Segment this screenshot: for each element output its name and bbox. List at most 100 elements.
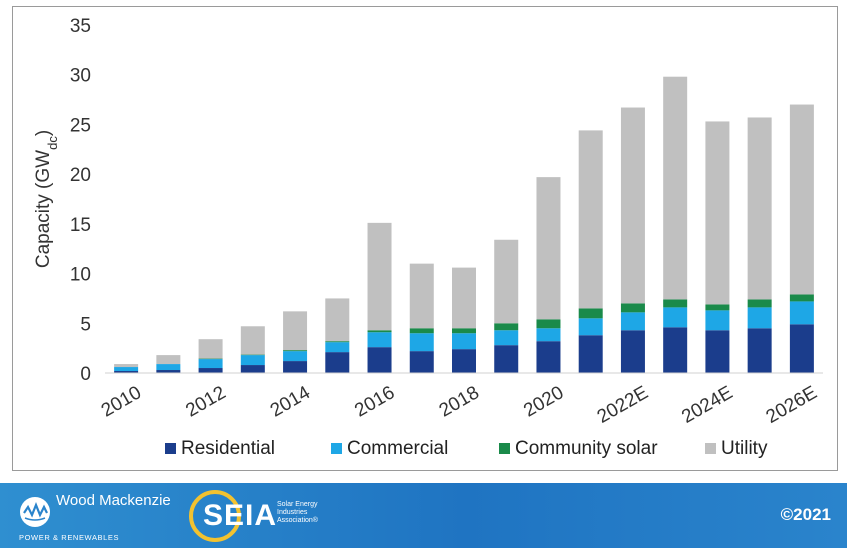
bar-residential [240,365,265,373]
copyright-text: ©2021 [780,505,831,524]
bar-residential [325,352,350,373]
bar-utility [536,177,561,320]
bar-residential [620,330,645,373]
x-tick-label: 2024E [678,382,736,428]
bar-commercial [578,318,603,336]
y-tick-label: 0 [80,364,91,385]
bar-residential [536,341,561,373]
bar-commercial [747,307,772,329]
x-tick-label: 2016 [351,382,398,421]
bar-residential [494,345,519,373]
bar-community-solar [283,350,308,352]
x-tick-label: 2026E [763,382,821,428]
bar-residential [789,324,814,373]
bar-residential [747,328,772,373]
bar-utility [114,364,139,368]
bar-community-solar [325,341,350,343]
bar-community-solar [747,299,772,308]
bar-community-solar [705,304,730,311]
seia-subtitle: Solar Energy Industries Association® [277,501,318,524]
x-tick-label: 2018 [436,382,483,421]
bar-commercial [325,342,350,353]
bar-utility [325,298,350,342]
bar-residential [198,368,223,373]
bar-commercial [367,332,392,348]
bar-utility [705,121,730,305]
legend-label: Commercial [347,438,448,459]
x-tick-label: 2010 [98,382,145,421]
bar-commercial [705,310,730,331]
bar-commercial [114,367,139,372]
seia-sun-icon [189,490,241,542]
bar-residential [367,347,392,373]
bar-community-solar [663,299,688,308]
y-axis-label: Capacity (GWdc) [33,130,60,268]
y-tick-label: 20 [70,165,91,186]
wood-mackenzie-name: Wood Mackenzie [56,492,171,509]
bar-utility [578,130,603,309]
bar-commercial [620,312,645,331]
y-tick-label: 15 [70,215,91,236]
bar-commercial [240,355,265,366]
bar-commercial [663,307,688,328]
bar-residential [452,349,476,373]
bar-residential [409,351,434,373]
bar-commercial [452,333,476,350]
bar-commercial [409,333,434,352]
bar-utility [452,267,476,329]
footer-banner: Wood Mackenzie POWER & RENEWABLES SEIA S… [0,483,847,548]
wood-mackenzie-icon [20,497,50,527]
bar-utility [156,355,181,365]
y-tick-label: 10 [70,265,91,286]
bar-community-solar [789,294,814,302]
bar-residential [705,330,730,373]
y-tick-label: 35 [70,16,91,37]
bar-residential [283,361,308,373]
bar-community-solar [578,308,603,319]
legend-swatch [331,443,342,454]
bar-utility [494,239,519,324]
bar-utility [789,104,814,295]
bar-residential [156,370,181,373]
bar-commercial [156,364,181,371]
bar-community-solar [409,328,434,334]
bar-utility [198,339,223,359]
y-tick-label: 25 [70,115,91,136]
chart-frame: 0 5 10 15 20 25 30 35 Capacity (GWdc) 2010 2012 201… [12,6,838,471]
x-tick-label: 2020 [520,382,567,421]
y-tick-label: 5 [80,314,91,335]
bar-commercial [198,359,223,369]
x-tick-label: 2012 [182,382,229,421]
bar-residential [663,327,688,373]
x-tick-label: 2014 [267,382,314,422]
wood-mackenzie-logo: Wood Mackenzie POWER & RENEWABLES [18,491,171,543]
bar-commercial [789,301,814,325]
legend-swatch [705,443,716,454]
bar-community-solar [536,319,561,329]
seia-logo: SEIA Solar Energy Industries Association… [185,489,335,543]
legend-swatch [499,443,510,454]
wood-mackenzie-subtitle: POWER & RENEWABLES [19,533,120,542]
bar-commercial [283,351,308,362]
stacked-bar-chart: 0 5 10 15 20 25 30 35 Capacity (GWdc) 2010 2012 201… [33,16,823,459]
bar-community-solar [494,323,519,331]
legend-swatch [165,443,176,454]
bar-utility [620,107,645,304]
bar-utility [283,311,308,351]
bar-commercial [536,328,561,342]
bar-utility [409,263,434,329]
bar-utility [663,76,688,300]
bar-residential [578,335,603,373]
bar-residential [114,371,139,373]
bar-utility [367,222,392,331]
y-tick-label: 30 [70,66,91,87]
legend-label: Community solar [515,438,658,459]
bar-community-solar [367,330,392,333]
x-tick-label: 2022E [594,382,652,428]
bar-community-solar [620,303,645,313]
bar-utility [747,117,772,300]
seia-wordmark: SEIA [203,499,278,532]
bar-community-solar [452,328,476,334]
bar-utility [240,326,265,355]
bar-commercial [494,330,519,346]
